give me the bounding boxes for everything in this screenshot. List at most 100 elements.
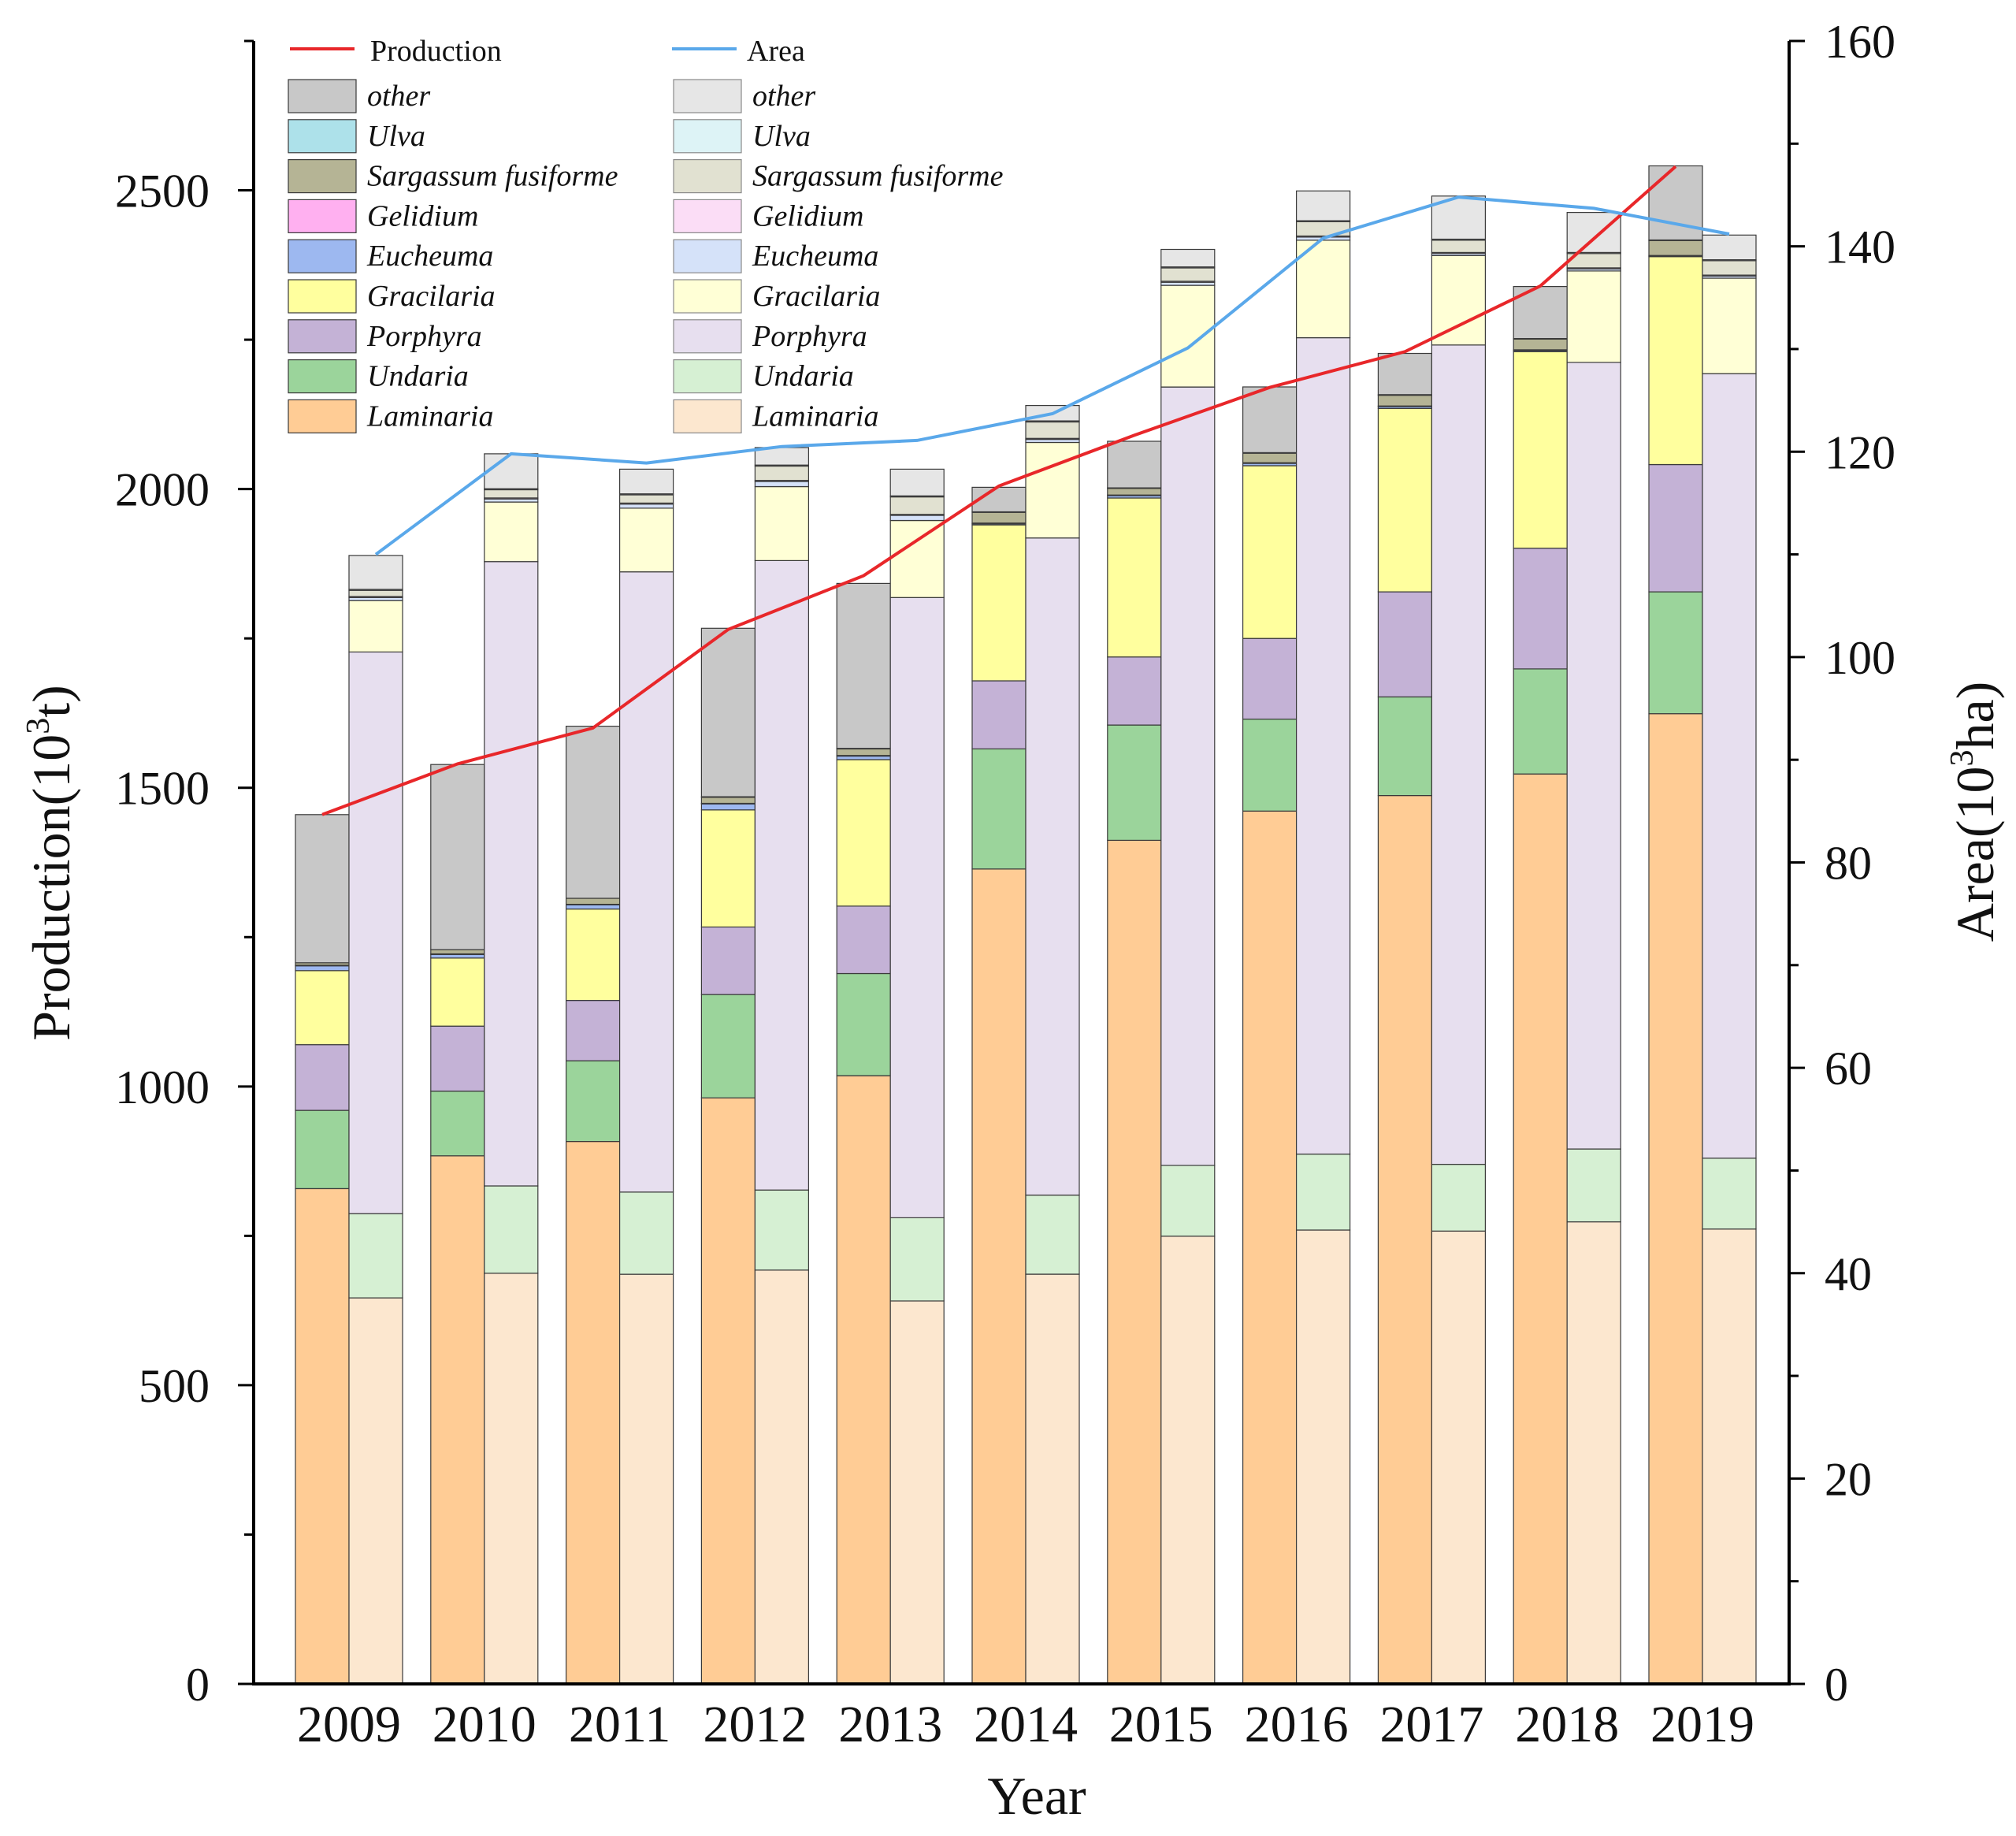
area-bar-sargassum-fusiforme-2011 [618, 494, 674, 504]
production-bar-gracilaria-2019 [1648, 256, 1703, 466]
production-bar-eucheuma-2011 [565, 904, 621, 910]
legend-swatch-production-gelidium [288, 199, 357, 233]
legend-label-area-laminaria: Laminaria [752, 400, 878, 433]
legend-label-area-ulva: Ulva [752, 120, 811, 153]
left-axis-title-sup: 3 [20, 718, 57, 734]
production-bar-gracilaria-2015 [1107, 497, 1162, 658]
area-bar-gracilaria-2019 [1702, 277, 1757, 374]
right-tick-label: 60 [1825, 1043, 1872, 1095]
area-bar-eucheuma-2013 [889, 515, 945, 522]
legend-swatch-production-ulva [288, 119, 357, 154]
production-bar-other-2013 [836, 582, 891, 749]
area-bar-porphyra-2015 [1160, 386, 1216, 1166]
area-bar-laminaria-2014 [1025, 1273, 1080, 1685]
legend-swatch-production-gracilaria [288, 279, 357, 314]
x-axis-title: Year [987, 1766, 1086, 1826]
area-bar-laminaria-2019 [1702, 1228, 1757, 1685]
production-bar-sargassum-fusiforme-2010 [430, 949, 485, 955]
production-bar-porphyra-2019 [1648, 463, 1703, 593]
area-bar-undaria-2010 [484, 1185, 539, 1274]
area-bar-gracilaria-2012 [754, 485, 810, 561]
legend-label-area-gelidium: Gelidium [752, 199, 863, 232]
area-bar-sargassum-fusiforme-2014 [1025, 421, 1080, 439]
bars-layer [295, 165, 1757, 1685]
right-tick-label: 80 [1825, 838, 1872, 890]
area-bar-undaria-2015 [1160, 1165, 1216, 1237]
legend-swatch-area-porphyra [673, 319, 742, 354]
production-bar-porphyra-2009 [295, 1044, 350, 1111]
production-bar-undaria-2016 [1242, 718, 1298, 812]
ticks-layer: 0 500 1000 1500 2000 2500 0 20 40 60 80 100 120 140 16… [115, 16, 1895, 1711]
area-bar-undaria-2013 [889, 1217, 945, 1302]
legend-swatch-production-porphyra [288, 319, 357, 354]
area-bar-laminaria-2017 [1431, 1230, 1487, 1685]
production-bar-other-2012 [700, 627, 756, 797]
x-tick-label-2012: 2012 [703, 1696, 807, 1753]
production-bar-sargassum-fusiforme-2017 [1377, 395, 1433, 407]
legend-swatch-area-other [673, 79, 742, 113]
legend-swatch-production-other [288, 79, 357, 113]
x-tick-label-2011: 2011 [569, 1696, 671, 1753]
production-bar-porphyra-2013 [836, 905, 891, 975]
x-ticks-layer: 2009 2010 2011 2012 2013 2014 2015 2016 2017 2018… [297, 1696, 1754, 1753]
production-bar-undaria-2015 [1107, 724, 1162, 841]
area-bar-undaria-2009 [348, 1213, 403, 1299]
left-tick-label: 2000 [115, 464, 210, 516]
area-bar-gracilaria-2011 [618, 507, 674, 573]
legend-area-label: Area [747, 35, 805, 68]
left-tick-label: 0 [186, 1659, 210, 1711]
production-bar-gracilaria-2013 [836, 759, 891, 907]
production-bar-undaria-2013 [836, 972, 891, 1076]
left-axis-title-tail: t) [21, 685, 81, 718]
production-bar-laminaria-2018 [1513, 773, 1568, 1685]
lines-layer [321, 165, 1730, 816]
production-bar-porphyra-2011 [565, 999, 621, 1061]
production-bar-laminaria-2013 [836, 1075, 891, 1685]
legend-swatch-area-eucheuma [673, 239, 742, 273]
area-bar-undaria-2017 [1431, 1163, 1487, 1232]
production-bar-porphyra-2016 [1242, 637, 1298, 720]
production-bar-other-2017 [1377, 352, 1433, 396]
area-bar-laminaria-2013 [889, 1300, 945, 1685]
production-bar-undaria-2018 [1513, 668, 1568, 775]
legend-label-area-other: other [752, 80, 815, 113]
area-bar-laminaria-2011 [618, 1273, 674, 1685]
legend-label-production-gracilaria: Gracilaria [367, 280, 496, 313]
x-tick-label-2016: 2016 [1245, 1696, 1349, 1753]
production-bar-gracilaria-2016 [1242, 465, 1298, 639]
production-bar-porphyra-2012 [700, 926, 756, 995]
right-axis-title-sup: 3 [1944, 750, 1981, 767]
right-tick-label: 0 [1825, 1659, 1848, 1711]
production-bar-laminaria-2019 [1648, 713, 1703, 1685]
production-bar-eucheuma-2012 [700, 803, 756, 811]
production-bar-sargassum-fusiforme-2019 [1648, 240, 1703, 256]
x-tick-label-2018: 2018 [1515, 1696, 1619, 1753]
production-bar-sargassum-fusiforme-2014 [971, 511, 1027, 524]
area-bar-sargassum-fusiforme-2017 [1431, 240, 1487, 253]
area-bar-laminaria-2015 [1160, 1236, 1216, 1685]
area-bar-porphyra-2009 [348, 651, 403, 1214]
right-axis-title: Area(103ha) [1944, 682, 2005, 942]
area-bar-laminaria-2016 [1295, 1229, 1351, 1685]
legend-label-production-ulva: Ulva [367, 120, 425, 153]
area-bar-porphyra-2019 [1702, 373, 1757, 1159]
production-bar-other-2010 [430, 764, 485, 950]
legend-swatch-production-sargassum-fusiforme [288, 159, 357, 194]
x-tick-label-2015: 2015 [1109, 1696, 1213, 1753]
legend-items: other Ulva Sargassum fusiforme Gelidium Euch… [288, 79, 1004, 433]
production-bar-gracilaria-2018 [1513, 351, 1568, 549]
area-bar-gracilaria-2015 [1160, 284, 1216, 388]
production-bar-sargassum-fusiforme-2015 [1107, 488, 1162, 496]
area-bar-porphyra-2018 [1566, 362, 1621, 1150]
area-bar-gracilaria-2009 [348, 600, 403, 653]
legend: Production Area other Ulva Sargassum fusif… [288, 35, 1004, 433]
legend-label-area-gracilaria: Gracilaria [752, 280, 881, 313]
area-bar-porphyra-2013 [889, 597, 945, 1218]
area-bar-eucheuma-2011 [618, 504, 674, 509]
x-tick-label-2010: 2010 [433, 1696, 536, 1753]
left-tick-label: 500 [139, 1360, 210, 1412]
production-bar-laminaria-2017 [1377, 794, 1433, 1685]
production-bar-laminaria-2015 [1107, 839, 1162, 1685]
area-bar-gracilaria-2017 [1431, 255, 1487, 346]
